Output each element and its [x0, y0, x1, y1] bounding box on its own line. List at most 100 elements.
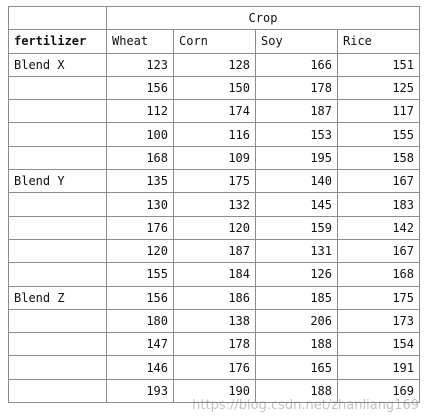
table-row: 146 176 165 191: [8, 355, 420, 380]
fertilizer-cell: [8, 122, 107, 147]
value-cell: 117: [337, 99, 420, 124]
value-cell: 120: [173, 215, 256, 240]
value-cell: 140: [255, 169, 338, 194]
value-cell: 188: [255, 378, 338, 404]
value-cell: 167: [337, 169, 420, 194]
table-row: Blend Z 156 186 185 175: [8, 285, 420, 310]
value-cell: 116: [173, 122, 256, 147]
column-header-wheat: Wheat: [106, 29, 174, 54]
value-cell: 147: [106, 332, 174, 357]
value-cell: 112: [106, 99, 174, 124]
value-cell: 128: [173, 52, 256, 77]
value-cell: 187: [173, 238, 256, 264]
table-row: 130 132 145 183: [8, 192, 420, 217]
table-row: 180 138 206 173: [8, 308, 420, 334]
value-cell: 165: [255, 355, 338, 380]
value-cell: 168: [337, 262, 420, 287]
column-header-soy: Soy: [255, 29, 338, 54]
value-cell: 146: [106, 355, 174, 380]
column-header-rice: Rice: [337, 29, 420, 54]
value-cell: 185: [255, 285, 338, 310]
fertilizer-cell: [8, 145, 107, 171]
value-cell: 145: [255, 192, 338, 217]
group-header-row: Crop: [8, 5, 420, 31]
table-row: 156 150 178 125: [8, 75, 420, 101]
value-cell: 100: [106, 122, 174, 147]
value-cell: 191: [337, 355, 420, 380]
fertilizer-cell: [8, 238, 107, 264]
table-row: 155 184 126 168: [8, 262, 420, 287]
table-row: 100 116 153 155: [8, 122, 420, 147]
value-cell: 173: [337, 308, 420, 334]
value-cell: 125: [337, 75, 420, 101]
table-body: Blend X 123 128 166 151 156 150 178 125 112 174 187…: [8, 52, 420, 404]
value-cell: 184: [173, 262, 256, 287]
value-cell: 155: [106, 262, 174, 287]
value-cell: 109: [173, 145, 256, 171]
fertilizer-cell: [8, 355, 107, 380]
table-row: 120 187 131 167: [8, 238, 420, 264]
column-header-row: fertilizer Wheat Corn Soy Rice: [8, 29, 420, 54]
value-cell: 178: [255, 75, 338, 101]
value-cell: 187: [255, 99, 338, 124]
table-row: 168 109 195 158: [8, 145, 420, 171]
value-cell: 174: [173, 99, 256, 124]
fertilizer-cell: Blend Z: [8, 285, 107, 310]
value-cell: 120: [106, 238, 174, 264]
value-cell: 138: [173, 308, 256, 334]
table-row: 193 190 188 169: [8, 378, 420, 404]
value-cell: 126: [255, 262, 338, 287]
value-cell: 167: [337, 238, 420, 264]
value-cell: 166: [255, 52, 338, 77]
column-header-corn: Corn: [173, 29, 256, 54]
blank-corner-cell: [8, 5, 107, 31]
fertilizer-header: fertilizer: [8, 29, 107, 54]
fertilizer-cell: Blend Y: [8, 169, 107, 194]
value-cell: 123: [106, 52, 174, 77]
value-cell: 168: [106, 145, 174, 171]
value-cell: 158: [337, 145, 420, 171]
value-cell: 156: [106, 285, 174, 310]
value-cell: 175: [337, 285, 420, 310]
table-row: 176 120 159 142: [8, 215, 420, 240]
fertilizer-cell: [8, 262, 107, 287]
table-row: 147 178 188 154: [8, 332, 420, 357]
value-cell: 180: [106, 308, 174, 334]
table-row: Blend X 123 128 166 151: [8, 52, 420, 77]
fertilizer-cell: [8, 99, 107, 124]
value-cell: 176: [106, 215, 174, 240]
fertilizer-cell: [8, 75, 107, 101]
value-cell: 195: [255, 145, 338, 171]
value-cell: 176: [173, 355, 256, 380]
data-table: Crop fertilizer Wheat Corn Soy Rice Blen…: [8, 5, 420, 404]
table-row: 112 174 187 117: [8, 99, 420, 124]
fertilizer-cell: Blend X: [8, 52, 107, 77]
value-cell: 183: [337, 192, 420, 217]
value-cell: 206: [255, 308, 338, 334]
value-cell: 153: [255, 122, 338, 147]
value-cell: 132: [173, 192, 256, 217]
value-cell: 142: [337, 215, 420, 240]
value-cell: 130: [106, 192, 174, 217]
value-cell: 175: [173, 169, 256, 194]
value-cell: 188: [255, 332, 338, 357]
crop-group-header: Crop: [106, 5, 420, 31]
value-cell: 154: [337, 332, 420, 357]
fertilizer-cell: [8, 378, 107, 404]
value-cell: 178: [173, 332, 256, 357]
value-cell: 156: [106, 75, 174, 101]
fertilizer-cell: [8, 192, 107, 217]
fertilizer-cell: [8, 308, 107, 334]
value-cell: 150: [173, 75, 256, 101]
value-cell: 193: [106, 378, 174, 404]
value-cell: 186: [173, 285, 256, 310]
fertilizer-cell: [8, 215, 107, 240]
value-cell: 159: [255, 215, 338, 240]
fertilizer-cell: [8, 332, 107, 357]
value-cell: 169: [337, 378, 420, 404]
value-cell: 131: [255, 238, 338, 264]
value-cell: 155: [337, 122, 420, 147]
table-row: Blend Y 135 175 140 167: [8, 169, 420, 194]
value-cell: 135: [106, 169, 174, 194]
value-cell: 151: [337, 52, 420, 77]
